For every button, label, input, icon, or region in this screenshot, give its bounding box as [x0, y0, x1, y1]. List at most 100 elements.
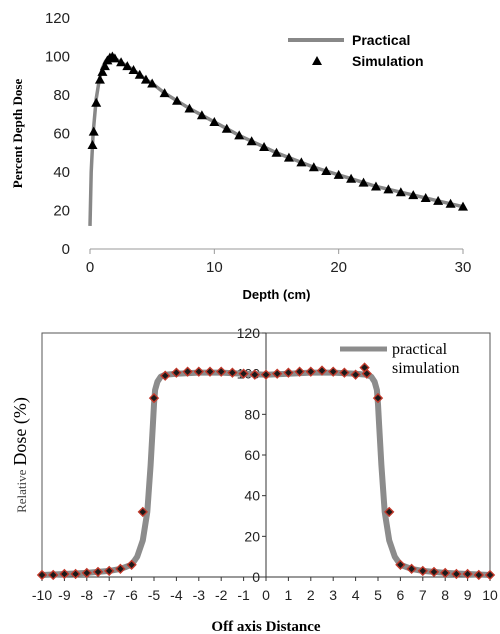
profile-simulation-point — [473, 569, 484, 581]
profile-x-tick-label: -10 — [32, 587, 52, 603]
profile-simulation-point — [36, 569, 48, 581]
pdd-simulation-point — [358, 177, 369, 187]
profile-simulation-point — [182, 366, 193, 377]
profile-simulation-point — [406, 563, 417, 575]
profile-simulation-point — [148, 392, 160, 404]
profile-simulation-point — [272, 368, 283, 379]
pdd-simulation-point — [458, 201, 468, 211]
pdd-simulation-point — [109, 53, 120, 63]
profile-x-tick-label: -6 — [125, 587, 138, 603]
pdd-simulation-point — [140, 74, 151, 84]
profile-x-tick-label: -2 — [215, 587, 228, 603]
profile-simulation-point — [249, 369, 260, 380]
profile-x-tick-label: 10 — [482, 587, 498, 603]
profile-x-tick-label: 1 — [285, 587, 293, 603]
pdd-simulation-point — [172, 95, 183, 105]
pdd-simulation-point — [196, 110, 207, 120]
pdd-y-tick-label: 60 — [53, 126, 70, 143]
pdd-simulation-point — [383, 184, 394, 194]
pdd-simulation-point — [234, 130, 245, 140]
profile-simulation-point — [283, 367, 294, 378]
pdd-y-tick-label: 100 — [45, 49, 70, 66]
pdd-simulation-point — [283, 152, 294, 162]
pdd-simulation-point — [370, 181, 381, 191]
profile-simulation-point — [92, 566, 104, 578]
pdd-legend-practical-label: Practical — [352, 32, 410, 48]
pdd-y-tick-label: 120 — [45, 10, 70, 27]
pdd-x-axis-title: Depth (cm) — [243, 287, 311, 302]
profile-x-tick-label: -3 — [193, 587, 206, 603]
pdd-y-axis-title: Percent Depth Dose — [10, 79, 25, 189]
profile-simulation-point — [48, 569, 59, 581]
pdd-y-ticks: 0 20 40 60 80 100 120 — [45, 10, 70, 258]
profile-simulation-point — [204, 366, 216, 377]
pdd-simulation-point — [259, 141, 270, 151]
pdd-simulation-point — [433, 195, 444, 205]
profile-series — [36, 362, 496, 581]
profile-y-tick-label: 20 — [244, 528, 260, 544]
profile-simulation-point — [484, 569, 496, 581]
pdd-simulation-point — [209, 116, 220, 126]
profile-x-tick-label: 8 — [441, 587, 449, 603]
profile-x-tick-label: -1 — [237, 587, 250, 603]
profile-simulation-point — [193, 366, 204, 377]
pdd-x-tick-label: 20 — [330, 259, 347, 276]
profile-x-tick-label: 2 — [307, 587, 315, 603]
profile-simulation-point — [160, 370, 171, 381]
profile-simulation-point — [384, 506, 395, 518]
pdd-simulation-point — [445, 198, 456, 208]
profile-x-tick-label: -7 — [103, 587, 116, 603]
pdd-simulation-point — [116, 57, 127, 67]
profile-x-axis-title: Off axis Distance — [211, 619, 320, 634]
pdd-simulation-point — [321, 166, 332, 176]
pdd-simulation-point — [159, 88, 170, 98]
profile-chart: -10 -9 -8 -7 -6 -5 -4 -3 -2 -1 0 1 2 3 4 5 6 7 8 9 10 020406… — [10, 325, 498, 634]
profile-simulation-point — [316, 365, 328, 376]
pdd-simulation-point — [420, 192, 431, 202]
pdd-x-tick-label: 30 — [455, 259, 472, 276]
profile-simulation-point — [104, 565, 115, 577]
pdd-series — [87, 51, 468, 226]
profile-x-tick-label: 5 — [374, 587, 382, 603]
profile-x-ticks: -10 -9 -8 -7 -6 -5 -4 -3 -2 -1 0 1 2 3 4 5 6 7 8 9 10 — [32, 577, 498, 603]
profile-simulation-point — [216, 366, 227, 377]
pdd-simulation-point — [97, 66, 108, 76]
profile-simulation-point — [350, 369, 361, 380]
profile-y-axis-title-prefix: Relative — [14, 469, 29, 513]
profile-simulation-point — [305, 366, 316, 377]
pdd-simulation-point — [408, 190, 419, 200]
pdd-simulation-point — [147, 78, 158, 88]
pdd-simulation-point — [246, 136, 257, 146]
pdd-simulation-point — [221, 123, 232, 133]
pdd-simulation-point — [333, 169, 344, 179]
profile-legend-practical-label: practical — [392, 341, 448, 358]
pdd-legend: Practical Simulation — [288, 32, 424, 69]
profile-simulation-point — [395, 559, 406, 570]
pdd-simulation-point — [87, 140, 98, 150]
profile-x-tick-label: 4 — [352, 587, 360, 603]
profile-simulation-point — [361, 368, 372, 379]
pdd-simulation-point — [308, 162, 319, 172]
pdd-simulation-point — [134, 69, 145, 79]
profile-y-tick-label: 80 — [244, 406, 260, 422]
profile-x-tick-label: 3 — [329, 587, 337, 603]
profile-y-tick-label: 0 — [252, 569, 260, 585]
profile-simulation-point — [238, 368, 249, 379]
profile-simulation-point — [339, 367, 350, 378]
profile-simulation-point — [126, 559, 137, 570]
pdd-simulation-point — [122, 61, 133, 71]
profile-y-tick-label: 120 — [237, 325, 261, 341]
profile-x-tick-label: -9 — [58, 587, 71, 603]
profile-simulation-point — [417, 565, 428, 577]
profile-simulation-point — [70, 568, 81, 580]
pdd-simulation-point — [184, 103, 195, 113]
profile-x-tick-label: -4 — [170, 587, 183, 603]
pdd-legend-simulation-marker — [312, 56, 322, 65]
pdd-simulation-point — [395, 187, 406, 197]
profile-simulation-point — [372, 392, 384, 404]
pdd-simulation-point — [91, 97, 102, 107]
pdd-y-tick-label: 80 — [53, 87, 70, 104]
profile-simulation-point — [115, 563, 126, 575]
